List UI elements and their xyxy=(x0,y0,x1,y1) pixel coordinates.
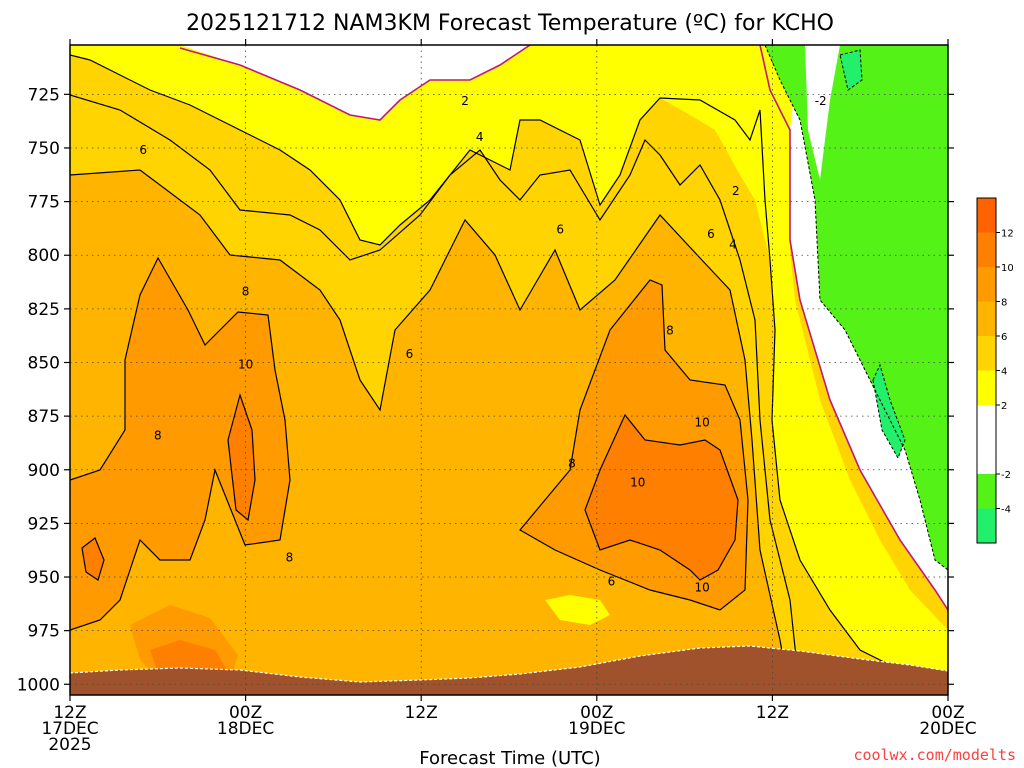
colorbar-swatch xyxy=(977,232,996,267)
colorbar-swatch xyxy=(977,336,996,371)
temperature-region-cold-hole xyxy=(805,45,840,180)
y-tick-label: 800 xyxy=(28,246,60,266)
contour-label: 10 xyxy=(695,581,710,595)
colorbar-label: 6 xyxy=(1001,332,1007,343)
y-tick-label: 950 xyxy=(28,568,60,588)
plot-area xyxy=(70,45,948,695)
colorbar-swatch xyxy=(977,474,996,509)
x-tick-label: 17DEC xyxy=(41,719,98,739)
x-tick-label: 19DEC xyxy=(568,719,625,739)
contour-label: 2 xyxy=(732,184,740,198)
contour-label: 8 xyxy=(242,285,250,299)
x-axis-title: Forecast Time (UTC) xyxy=(419,748,600,768)
contour-label: 8 xyxy=(666,323,674,337)
contour-8-left xyxy=(70,256,291,631)
y-tick-label: 975 xyxy=(28,622,60,642)
x-tick-label: 12Z xyxy=(405,703,438,723)
x-tick-label: 00Z xyxy=(931,703,964,723)
temperature-region-cold-core xyxy=(840,50,862,90)
y-tick-label: 900 xyxy=(28,461,60,481)
y-tick-label: 825 xyxy=(28,300,60,320)
x-tick-label: 18DEC xyxy=(217,719,274,739)
contour-label: 8 xyxy=(568,456,576,470)
contour-label: 4 xyxy=(729,238,737,252)
x-tick-label: 20DEC xyxy=(919,719,976,739)
temperature-region-8-10-left-2 xyxy=(70,258,290,630)
colorbar-label: -4 xyxy=(1001,505,1011,516)
contour-label: 10 xyxy=(238,358,253,372)
colorbar-swatch xyxy=(977,267,996,302)
freezing-lines xyxy=(179,45,948,611)
chart-title: 2025121712 NAM3KM Forecast Temperature (… xyxy=(186,11,834,36)
contour-label: -2 xyxy=(815,94,827,108)
contour-label: 4 xyxy=(476,130,484,144)
y-tick-label: 1000 xyxy=(17,675,60,695)
colorbar-swatch xyxy=(977,301,996,336)
colorbar-label: 8 xyxy=(1001,298,1007,309)
contour-2 xyxy=(70,54,936,695)
contour-label: 10 xyxy=(630,476,645,490)
colorbar-label: -2 xyxy=(1001,470,1011,481)
x-tick-label: 00Z xyxy=(229,703,262,723)
temperature-region-2-4-pocket xyxy=(545,595,610,625)
credit-text: coolwx.com/modelts xyxy=(853,746,1016,764)
colorbar-label: 12 xyxy=(1001,229,1014,240)
freezing-line-upper xyxy=(179,45,531,121)
contour-label: 6 xyxy=(707,227,715,241)
contour-label: 2 xyxy=(461,94,469,108)
y-tick-label: 725 xyxy=(28,85,60,105)
x-tick-label: 12Z xyxy=(53,703,86,723)
contour-4 xyxy=(70,94,801,695)
contour-10-left xyxy=(227,392,256,522)
temperature-region-10-12-right-2 xyxy=(585,415,738,580)
colorbar-swatch xyxy=(977,198,996,233)
grid-lines xyxy=(70,45,948,695)
cold-contours xyxy=(764,45,948,571)
contour-label: 10 xyxy=(695,416,710,430)
contour-minus4 xyxy=(872,363,906,460)
colorbar-label: 4 xyxy=(1001,367,1007,378)
contour-label: 6 xyxy=(556,222,564,236)
contour-8-right xyxy=(519,279,749,611)
y-tick-label: 925 xyxy=(28,514,60,534)
y-tick-label: 875 xyxy=(28,407,60,427)
contour-label: 8 xyxy=(286,551,294,565)
colorbar-swatch xyxy=(977,508,996,543)
contour-10-small xyxy=(81,537,105,581)
x-tick-label: 2025 xyxy=(48,735,91,755)
terrain-surface xyxy=(70,646,948,695)
y-tick-label: 775 xyxy=(28,193,60,213)
terrain-edge xyxy=(70,645,948,683)
temperature-region-10-12-small-2 xyxy=(82,538,104,580)
x-tick-label: 00Z xyxy=(580,703,613,723)
y-axis: 725 750 775 800 825 850 875 900 925 950 975 1000 xyxy=(17,85,954,695)
temperature-region-2-4 xyxy=(70,45,948,695)
colorbar-swatch xyxy=(977,405,996,474)
x-tick-label: 12Z xyxy=(756,703,789,723)
y-tick-label: 750 xyxy=(28,139,60,159)
contour-label: 8 xyxy=(154,428,162,442)
temperature-region-2-4-upper xyxy=(70,45,760,245)
contour-10-right xyxy=(584,413,739,581)
freezing-line-right xyxy=(759,45,948,611)
y-tick-label: 850 xyxy=(28,353,60,373)
colorbar-label: 2 xyxy=(1001,401,1007,412)
contour-label: 6 xyxy=(406,347,414,361)
color-scale-legend: 12 10 8 6 4 2 -2 -4 xyxy=(976,197,1014,544)
colorbar-swatch xyxy=(977,370,996,405)
contour-label: 6 xyxy=(139,143,147,157)
temperature-region-10-12-left-2 xyxy=(228,395,255,520)
colorbar-label: 10 xyxy=(1001,263,1014,274)
contour-label: 6 xyxy=(608,574,616,588)
contour-minus2 xyxy=(764,45,948,571)
plot-frame xyxy=(69,44,949,696)
contour-minus2-inner xyxy=(839,49,863,91)
